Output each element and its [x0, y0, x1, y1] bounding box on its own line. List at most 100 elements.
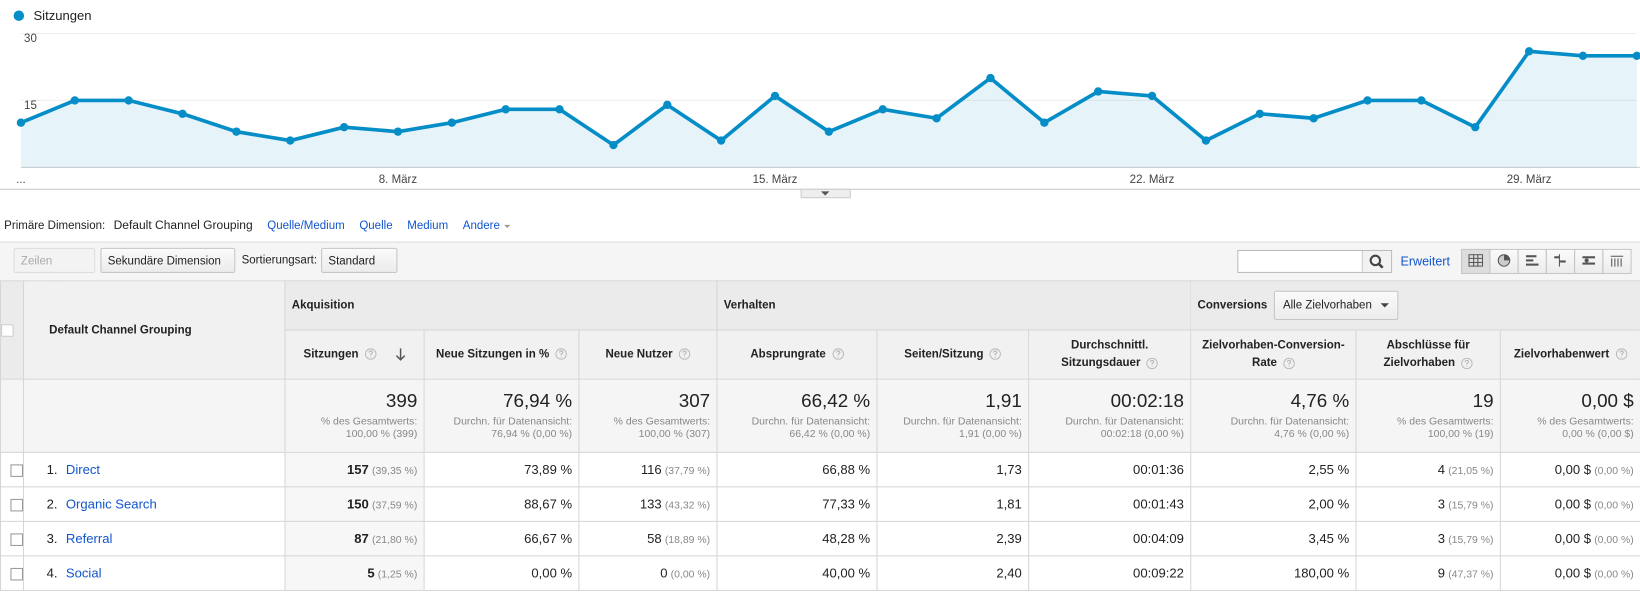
column-header[interactable]: Neue Sitzungen in % — [423, 329, 580, 380]
checkbox[interactable] — [10, 498, 23, 512]
column-header[interactable]: Sitzungen — [284, 329, 425, 380]
metric-value: 157 — [347, 462, 369, 477]
metric-cell: 9 (47,37 %) — [1355, 555, 1501, 591]
column-header[interactable]: Seiten/Sitzung — [876, 329, 1030, 380]
data-point — [447, 118, 457, 127]
metric-cell: 2,00 % — [1190, 486, 1357, 522]
checkbox[interactable] — [1, 323, 14, 337]
secondary-dimension-button[interactable]: Sekundäre Dimension — [100, 247, 236, 289]
help-circle — [1461, 357, 1473, 369]
data-point — [824, 127, 834, 136]
metric-cell: 3,45 % — [1190, 520, 1357, 557]
data-point — [770, 91, 780, 101]
column-header[interactable]: Durchschnittl. Sitzungsdauer — [1028, 329, 1192, 380]
help-icon — [1461, 357, 1473, 369]
channel-cell: 2. Organic Search — [23, 486, 286, 522]
metric-value: 116 — [640, 462, 662, 477]
collapse-arrow — [821, 191, 830, 196]
report-table: Default Channel Grouping Akquisition Verha… — [0, 280, 1640, 591]
session-chart: 15 30... 8. März 15. März 22. März 29. März Si… — [0, 8, 1640, 199]
total-cell: 66,42 % Durchn. für Datenansicht: 66,42 % … — [716, 378, 878, 453]
total-value: 1,91 — [985, 390, 1022, 412]
totals-checkbox-cell — [0, 378, 25, 453]
data-point — [501, 105, 510, 114]
data-point — [555, 105, 564, 114]
total-note: 100,00 % (307) — [638, 428, 711, 441]
checkbox[interactable] — [10, 533, 23, 546]
channel-link[interactable]: Organic Search — [65, 496, 157, 512]
metric-cell: 1,73 — [876, 451, 1030, 488]
table-view[interactable] — [1461, 248, 1491, 275]
search-button[interactable] — [1361, 251, 1392, 272]
compare-view[interactable] — [1545, 248, 1576, 275]
metric-cell: 66,88 % — [716, 451, 878, 488]
total-note: % des Gesamtwerts: — [1397, 416, 1494, 428]
column-header-row: Sitzungen Neue Sitzungen in % Neue Nutzer A… — [1, 329, 1640, 380]
search-box[interactable] — [1237, 249, 1393, 273]
channel-link[interactable]: Referral — [65, 531, 113, 546]
advanced-link[interactable]: Erweitert — [1400, 254, 1450, 269]
pie-view[interactable] — [1489, 248, 1519, 275]
checkbox[interactable] — [10, 464, 23, 477]
checkbox[interactable] — [10, 567, 23, 581]
total-value: 399 — [385, 390, 418, 412]
help-icon — [678, 348, 691, 360]
dimension-link[interactable]: Medium — [407, 219, 449, 233]
secondary-dimension-text: Sekundäre Dimension — [107, 255, 221, 268]
metric-value: 180,00 % — [1293, 565, 1350, 581]
total-cell: 1,91 Durchn. für Datenansicht: 1,91 (0,00 … — [876, 378, 1030, 453]
pivot-view[interactable] — [1602, 248, 1632, 275]
term-view[interactable] — [1574, 248, 1604, 275]
data-point — [932, 114, 941, 123]
total-note: 76,94 % (0,00 %) — [491, 428, 573, 441]
metric-value: 150 — [347, 496, 369, 512]
column-header[interactable]: Zielvorhaben-Conversion-Rate — [1190, 329, 1357, 380]
column-label: Abschlüsse für Zielvorhaben — [1383, 338, 1470, 370]
sort-select[interactable]: Standard — [321, 247, 398, 289]
series-area — [20, 51, 1637, 168]
total-note: 4,76 % (0,00 %) — [1274, 428, 1350, 441]
column-label: Neue Nutzer — [605, 347, 673, 361]
data-point — [878, 105, 887, 114]
data-point — [70, 96, 79, 105]
toolbar: Zeilen darstellen Sekundäre Dimension So… — [0, 241, 1640, 293]
goal-select[interactable]: Alle Zielvorhaben — [1273, 290, 1398, 321]
metric-value: 48,28 % — [822, 531, 871, 546]
channel-link[interactable]: Social — [65, 565, 102, 581]
column-header[interactable]: Abschlüsse für Zielvorhaben — [1355, 329, 1501, 380]
metric-value: 2,39 — [996, 531, 1022, 546]
group-header: Akquisition — [284, 280, 718, 331]
metric-cell: 40,00 % — [716, 555, 878, 591]
column-label: Durchschnittl. Sitzungsdauer — [1061, 338, 1149, 370]
dimension-link[interactable]: Quelle — [359, 219, 393, 233]
channel-link[interactable]: Direct — [65, 462, 101, 477]
metric-cell: 0,00 $ (0,00 %) — [1499, 520, 1640, 557]
help-icon — [1146, 357, 1159, 369]
bar-view[interactable] — [1517, 248, 1547, 275]
column-header[interactable]: Absprungrate — [716, 329, 878, 380]
column-header[interactable]: Zielvorhabenwert — [1499, 329, 1640, 380]
total-cell: 76,94 % Durchn. für Datenansicht: 76,94 % … — [423, 378, 580, 453]
metric-cell: 73,89 % — [423, 451, 580, 488]
column-label: Neue Sitzungen in % — [436, 347, 550, 361]
metric-value: 88,67 % — [524, 496, 573, 512]
dimension-link[interactable]: Quelle/Medium — [267, 219, 345, 233]
metric-value: 1,81 — [996, 496, 1022, 512]
group-header: Verhalten — [716, 280, 1192, 331]
metric-cell: 0,00 $ (0,00 %) — [1499, 451, 1640, 488]
help-glyph — [1464, 359, 1470, 367]
metric-share: (0,00 %) — [1594, 534, 1634, 546]
metric-share: (15,79 %) — [1448, 499, 1494, 512]
total-note: Durchn. für Datenansicht: — [1230, 416, 1350, 428]
row-index: 2. — [46, 496, 58, 512]
metric-cell: 3 (15,79 %) — [1355, 520, 1501, 557]
metric-share: (21,80 %) — [371, 534, 418, 546]
rows-button[interactable]: Zeilen darstellen — [13, 247, 96, 293]
dimension-link[interactable]: Andere — [463, 220, 511, 232]
column-header[interactable]: Neue Nutzer — [578, 329, 718, 380]
help-glyph — [559, 350, 564, 358]
metric-value: 1,73 — [996, 462, 1022, 477]
metric-cell: 77,33 % — [716, 486, 878, 522]
metric-value: 9 — [1437, 565, 1446, 581]
